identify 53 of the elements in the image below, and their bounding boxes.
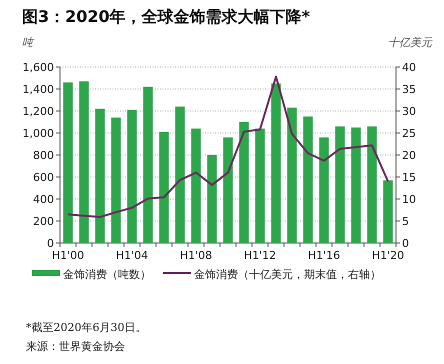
bar [319, 137, 329, 243]
y2-axis-title: 十亿美元 [388, 36, 433, 49]
y-tick-label: 1,000 [22, 127, 54, 140]
y-tick-label: 1,600 [22, 61, 54, 74]
x-tick-label: H1'04 [116, 249, 148, 262]
y2-tick-label: 5 [402, 215, 409, 228]
bar [207, 155, 217, 243]
bar [383, 180, 393, 243]
legend-label: 金饰消费（十亿美元，期末值，右轴） [194, 268, 381, 281]
x-tick-label: H1'20 [372, 249, 404, 262]
y-tick-label: 0 [47, 237, 54, 250]
y-tick-label: 400 [33, 193, 54, 206]
bar [271, 84, 281, 243]
y-axis-title: 吨 [22, 36, 35, 49]
bar [367, 126, 377, 243]
bar [175, 106, 185, 243]
x-tick-label: H1'16 [308, 249, 340, 262]
bar [287, 108, 297, 243]
y2-tick-label: 35 [402, 83, 416, 96]
bar [303, 116, 313, 243]
text: *截至2020年6月30日。 [26, 321, 146, 334]
bar [335, 126, 345, 243]
y2-tick-label: 20 [402, 149, 416, 162]
y2-tick-label: 0 [402, 237, 409, 250]
x-tick-label: H1'08 [180, 249, 212, 262]
bar [79, 81, 89, 243]
bar [63, 82, 73, 243]
y-tick-label: 800 [33, 149, 54, 162]
y2-tick-label: 40 [402, 61, 416, 74]
y-tick-label: 1,400 [22, 83, 54, 96]
bar [143, 86, 153, 243]
x-tick-label: H1'12 [244, 249, 276, 262]
source-note: 来源：世界黄金协会 [26, 340, 125, 353]
bar [351, 128, 361, 243]
y-tick-label: 200 [33, 215, 54, 228]
chart-title: 图3：2020年，全球金饰需求大幅下降* [22, 7, 311, 26]
y-tick-label: 600 [33, 171, 54, 184]
y2-tick-label: 30 [402, 105, 416, 118]
y2-tick-label: 25 [402, 127, 416, 140]
y-tick-label: 1,200 [22, 105, 54, 118]
bar [191, 128, 201, 243]
y2-tick-label: 15 [402, 171, 416, 184]
bar [127, 110, 137, 243]
bar [159, 132, 169, 243]
bar [255, 128, 265, 243]
bar [111, 118, 121, 243]
x-tick-label: H1'00 [52, 249, 84, 262]
bar [95, 108, 105, 243]
line-series [67, 76, 389, 218]
y2-tick-label: 10 [402, 193, 416, 206]
legend-label: 金饰消费（吨数） [63, 268, 151, 281]
bar [223, 137, 233, 243]
bar [239, 122, 249, 243]
